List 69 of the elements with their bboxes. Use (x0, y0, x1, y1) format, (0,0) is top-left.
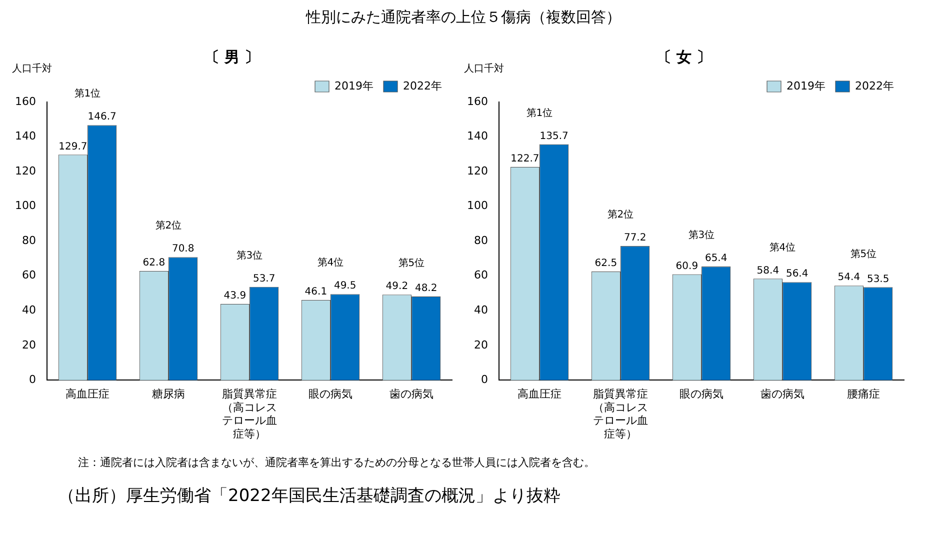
y-tick-label: 0 (28, 373, 36, 386)
y-tick-label: 100 (14, 199, 36, 212)
y-tick-label: 140 (466, 130, 488, 143)
x-tick-label: 歯の病気 (390, 388, 434, 401)
data-label: 46.1 (304, 286, 328, 298)
y-tick-label: 20 (22, 338, 36, 352)
x-tick-label: 歯の病気 (760, 388, 804, 401)
data-label: 146.7 (88, 112, 116, 123)
text: （出所）厚生労働省「2022年国民生活基礎調査の概況」より抜粋 (57, 485, 562, 507)
data-label: 135.7 (540, 130, 568, 142)
y-tick-label: 100 (466, 199, 488, 212)
data-label: 77.2 (624, 232, 646, 244)
x-tick-label: 腰痛症 (847, 388, 880, 401)
annotation: 第1位 (526, 106, 553, 119)
y-tick-label: 40 (22, 304, 36, 317)
data-label: 70.8 (172, 244, 194, 255)
legend-label: 2019年 (786, 79, 826, 92)
x-tick-label: 高血圧症 (517, 388, 562, 401)
y-tick-label: 80 (474, 234, 488, 247)
y-tick-label: 140 (14, 130, 36, 143)
data-label: 62.5 (594, 258, 618, 270)
y-tick-label: 40 (474, 304, 488, 317)
y-tick-label: 120 (14, 164, 36, 178)
data-label: 53.5 (866, 274, 890, 285)
annotation: 第2位 (607, 208, 634, 221)
x-tick-label: 眼の病気 (680, 388, 724, 401)
legend-label: 2022年 (403, 79, 442, 92)
x-tick-label: 高血圧症 (65, 388, 110, 401)
y-tick-label: 0 (480, 373, 488, 386)
y-tick-label: 160 (14, 94, 36, 108)
annotation: 第4位 (769, 241, 796, 254)
legend-label: 2019年 (334, 79, 374, 92)
y-tick-label: 60 (474, 268, 488, 282)
chart-title: 〔 男 〕 (204, 48, 260, 66)
y-tick-label: 20 (474, 338, 488, 352)
data-label: 53.7 (252, 273, 276, 284)
y-tick-label: 60 (22, 268, 36, 282)
data-label: 65.4 (704, 253, 728, 264)
x-tick-label: 眼の病気 (308, 388, 352, 401)
data-label: 56.4 (786, 268, 808, 280)
x-tick-label: 糖尿病 (152, 388, 185, 401)
annotation: 第5位 (850, 248, 877, 260)
data-label: 43.9 (224, 290, 246, 302)
legend-label: 2022年 (855, 79, 894, 92)
data-label: 58.4 (756, 265, 780, 276)
y-tick-label: 120 (466, 164, 488, 178)
annotation: 第3位 (236, 249, 263, 262)
y-tick-label: 80 (22, 234, 36, 247)
x-tick-label: 脂質異常症（高コレステロール血症等） (592, 388, 648, 440)
data-label: 48.2 (414, 282, 438, 294)
annotation: 第4位 (317, 256, 344, 269)
annotation: 第2位 (155, 220, 182, 232)
data-label: 60.9 (676, 260, 698, 272)
data-label: 122.7 (510, 153, 540, 164)
data-label: 49.5 (334, 280, 356, 292)
annotation: 第1位 (74, 88, 101, 100)
text: 注：通院者には入院者は含まないが、通院者率を算出するための分母となる世帯人員には入院者を含む。 (77, 455, 596, 470)
annotation: 第5位 (398, 257, 425, 270)
y-tick-label: 160 (466, 94, 488, 108)
chart-title: 〔 女 〕 (656, 48, 712, 66)
data-label: 129.7 (58, 141, 88, 152)
y-axis-title: 人口千対 (12, 62, 52, 75)
y-axis-title: 人口千対 (464, 62, 504, 75)
x-tick-label: 脂質異常症（高コレステロール血症等） (222, 388, 277, 440)
text: 性別にみた通院者率の上位５傷病（複数回答） (304, 8, 622, 27)
data-label: 49.2 (386, 281, 408, 292)
data-label: 54.4 (838, 272, 860, 284)
data-label: 62.8 (142, 258, 166, 269)
annotation: 第3位 (688, 229, 715, 242)
